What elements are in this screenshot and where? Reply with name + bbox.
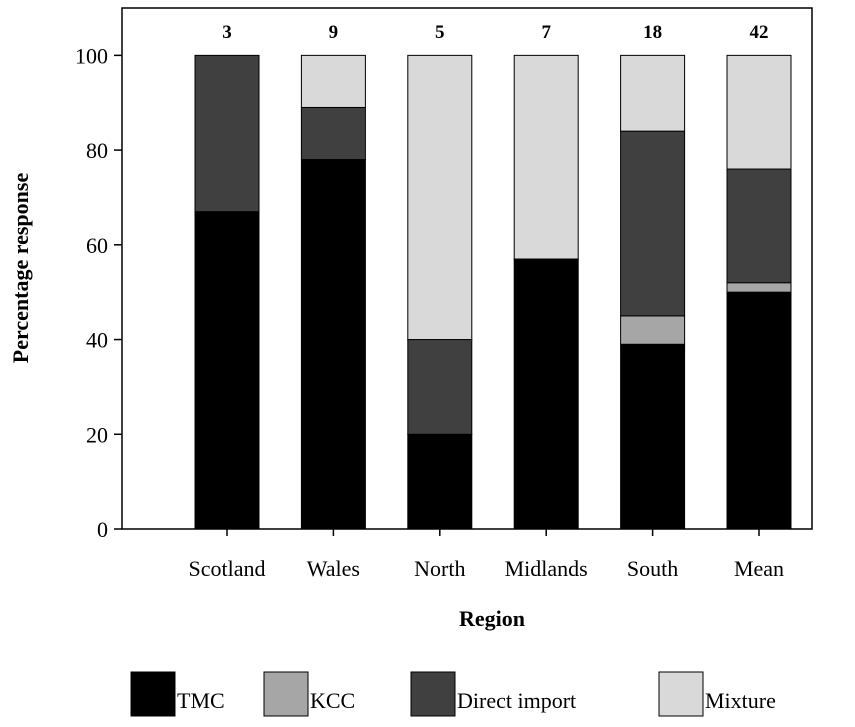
category-label: Midlands [505,556,588,581]
bar-segment [513,54,579,260]
bar-segment [726,282,792,293]
bar-segment [620,315,686,345]
bars [194,54,792,530]
count-label: 3 [222,22,232,43]
legend-label: Direct import [457,688,576,713]
legend-swatch [263,671,309,717]
legend-label: TMC [177,688,225,713]
bar-segment [513,258,579,530]
category-label: Mean [734,556,784,581]
y-tick-label: 20 [86,422,108,447]
category-label: South [627,556,678,581]
category-label: North [414,556,465,581]
bar-segment [407,54,473,341]
bar-segment [300,159,366,530]
y-axis-title: Percentage response [8,173,33,364]
bar-segment [620,54,686,132]
legend-label: Mixture [705,688,776,713]
bar-segment [194,211,260,530]
y-tick-label: 100 [75,43,108,68]
legend-label: KCC [310,688,355,713]
legend-swatch [658,671,704,717]
bar-segment [620,343,686,530]
legend-swatch [130,671,176,717]
x-axis-title: Region [459,606,525,631]
bar-segment [194,54,260,213]
bar-segment [726,168,792,284]
y-tick-label: 80 [86,138,108,163]
labels: Scotland 3 Wales 9 North 5 Midlands 7 South 18 Mea… [189,22,785,581]
y-tick-label: 60 [86,233,108,258]
legend: TMC KCC Direct import Mixture [130,671,776,717]
count-label: 5 [435,22,445,43]
count-label: 7 [541,22,551,43]
bar-segment [407,339,473,435]
category-label: Scotland [189,556,266,581]
category-label: Wales [307,556,360,581]
bar-segment [620,130,686,317]
bar-segment [407,433,473,530]
y-tick-label: 40 [86,328,108,353]
y-tick-label: 0 [97,517,108,542]
legend-swatch [410,671,456,717]
bar-segment [300,106,366,161]
count-label: 18 [643,22,662,43]
bar-segment [300,54,366,108]
bar-segment [726,291,792,530]
count-label: 9 [329,22,339,43]
bar-segment [726,54,792,170]
count-label: 42 [750,22,769,43]
